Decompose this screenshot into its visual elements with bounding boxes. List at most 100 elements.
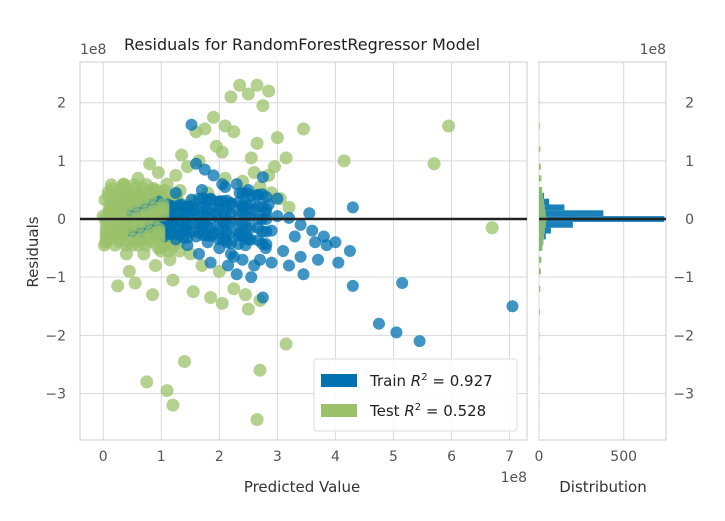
hist-y-tick-label: −2 bbox=[673, 328, 694, 344]
train-point bbox=[303, 207, 316, 220]
train-point bbox=[213, 195, 226, 208]
test-point bbox=[204, 291, 218, 305]
test-point bbox=[156, 197, 170, 211]
test-hist-bar bbox=[539, 268, 542, 275]
train-point bbox=[396, 276, 409, 289]
test-point bbox=[427, 157, 441, 171]
x-exponent-label: 1e8 bbox=[501, 470, 527, 486]
test-point bbox=[207, 110, 221, 124]
train-point bbox=[288, 230, 301, 243]
test-hist-bar bbox=[539, 175, 542, 182]
test-point bbox=[122, 264, 136, 278]
test-point bbox=[163, 253, 177, 267]
train-point bbox=[372, 317, 385, 330]
x-tick-label: 0 bbox=[99, 449, 108, 465]
x-tick-label: 5 bbox=[389, 449, 398, 465]
test-hist-bar bbox=[539, 163, 542, 170]
test-hist-bar bbox=[539, 192, 544, 199]
train-point bbox=[227, 250, 240, 263]
test-point bbox=[337, 154, 351, 168]
hist-y-exponent-label: 1e8 bbox=[640, 42, 666, 58]
train-point bbox=[277, 245, 290, 257]
train-point bbox=[271, 192, 284, 205]
test-hist-bar bbox=[539, 355, 540, 362]
y-exponent-label: 1e8 bbox=[80, 42, 106, 58]
test-point bbox=[282, 200, 296, 214]
legend-test-swatch bbox=[321, 404, 357, 417]
train-point bbox=[169, 186, 182, 199]
test-point bbox=[253, 363, 267, 377]
train-point bbox=[175, 198, 188, 211]
train-point bbox=[236, 201, 249, 214]
train-point bbox=[346, 201, 359, 214]
train-point bbox=[343, 245, 356, 257]
test-hist-bar bbox=[539, 146, 541, 153]
train-point bbox=[195, 221, 208, 234]
test-hist-bar bbox=[539, 123, 540, 129]
test-hist-bar bbox=[539, 245, 543, 251]
train-point bbox=[207, 227, 220, 240]
test-hist-bar bbox=[539, 204, 545, 211]
train-point bbox=[294, 218, 307, 231]
train-point bbox=[197, 201, 210, 214]
distribution-plot-area bbox=[538, 61, 667, 441]
test-hist-bar bbox=[539, 256, 542, 263]
train-point bbox=[312, 253, 325, 266]
train-point bbox=[187, 204, 200, 217]
train-point bbox=[252, 222, 265, 235]
train-point bbox=[213, 242, 226, 255]
test-point bbox=[119, 247, 133, 261]
hist-x-tick-label: 500 bbox=[610, 449, 637, 465]
train-point bbox=[195, 183, 208, 196]
hist-y-tick-label: −1 bbox=[673, 270, 694, 286]
train-point bbox=[222, 259, 235, 272]
test-point bbox=[227, 282, 241, 296]
distribution-axis-label: Distribution bbox=[559, 478, 647, 496]
test-point bbox=[224, 90, 238, 104]
train-point bbox=[190, 157, 203, 170]
test-point bbox=[104, 178, 118, 192]
test-point bbox=[262, 84, 276, 98]
test-point bbox=[241, 302, 255, 316]
train-point bbox=[233, 227, 246, 240]
train-point bbox=[224, 215, 237, 228]
train-point bbox=[210, 207, 223, 220]
train-point bbox=[190, 230, 203, 243]
chart-title: Residuals for RandomForestRegressor Mode… bbox=[124, 35, 480, 54]
test-point bbox=[238, 288, 252, 302]
hist-y-tick-label: 1 bbox=[685, 154, 694, 170]
test-point bbox=[146, 288, 160, 302]
test-hist-bar bbox=[539, 210, 546, 217]
test-point bbox=[137, 247, 151, 261]
train-point bbox=[506, 300, 519, 313]
test-point bbox=[442, 119, 456, 133]
train-point bbox=[185, 118, 198, 131]
legend: Train R2 = 0.927 Test R2 = 0.528 bbox=[313, 358, 518, 432]
train-point bbox=[346, 279, 359, 292]
y-tick-labels: −3 −2 −1 0 1 2 bbox=[45, 96, 66, 403]
test-hist-bar bbox=[539, 99, 540, 106]
train-point bbox=[282, 259, 295, 272]
test-point bbox=[270, 131, 284, 145]
legend-test-label: Test R2 = 0.528 bbox=[369, 402, 486, 420]
legend-train-label: Train R2 = 0.927 bbox=[369, 372, 493, 390]
test-point bbox=[177, 354, 191, 368]
train-point bbox=[271, 210, 284, 223]
train-point bbox=[390, 326, 403, 339]
train-hist-bar bbox=[539, 204, 565, 211]
hist-y-tick-label: 2 bbox=[685, 96, 694, 112]
x-tick-label: 7 bbox=[505, 449, 514, 465]
train-point bbox=[216, 178, 229, 191]
y-tick-label: −1 bbox=[45, 270, 66, 286]
train-point bbox=[216, 223, 229, 236]
y-tick-label: 0 bbox=[57, 212, 66, 228]
test-hist-bar bbox=[539, 309, 540, 315]
x-tick-label: 2 bbox=[215, 449, 224, 465]
train-point bbox=[193, 247, 206, 260]
test-point bbox=[241, 87, 255, 101]
test-point bbox=[485, 221, 499, 235]
test-point bbox=[186, 285, 200, 299]
train-hist-bar bbox=[539, 210, 604, 217]
test-point bbox=[160, 177, 174, 191]
y-axis-label: Residuals bbox=[24, 216, 42, 287]
